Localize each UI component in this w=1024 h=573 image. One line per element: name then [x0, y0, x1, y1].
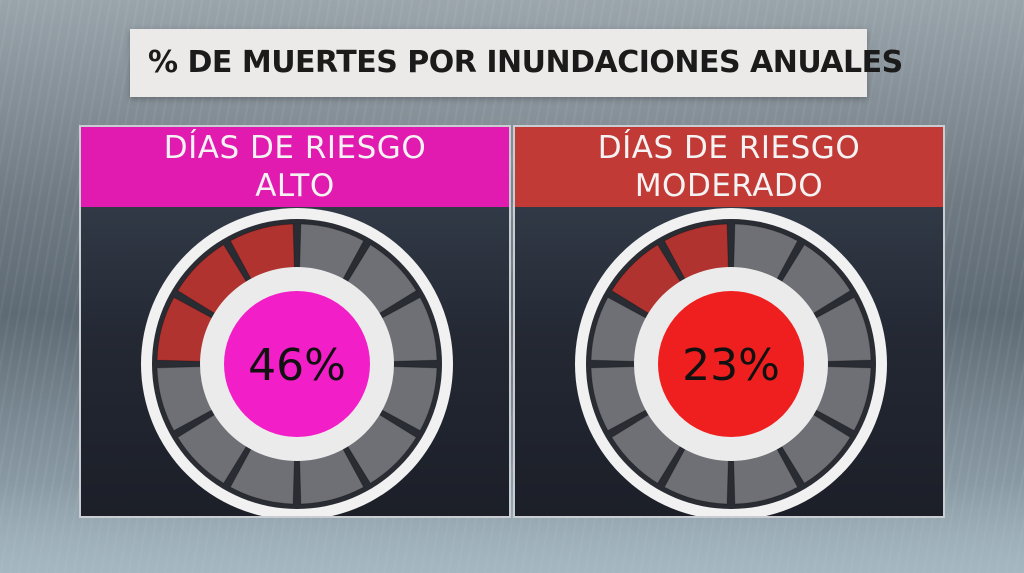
panel-title-line-1: DÍAS DE RIESGO: [597, 130, 861, 166]
panel-header-high-risk: DÍAS DE RIESGO ALTO: [81, 127, 509, 207]
panel-title-line-2: MODERADO: [634, 168, 824, 204]
panel-header-moderate-risk: DÍAS DE RIESGO MODERADO: [515, 127, 943, 207]
gauge-center: [224, 291, 370, 437]
page-title: % DE MUERTES POR INUNDACIONES ANUALES: [148, 45, 903, 80]
panel-high-risk: DÍAS DE RIESGO ALTO 46%: [79, 125, 511, 518]
gauge-moderate-risk: 23%: [575, 208, 887, 516]
gauge-high-risk: 46%: [141, 208, 453, 516]
title-banner: % DE MUERTES POR INUNDACIONES ANUALES: [130, 29, 903, 97]
panel-title-line-1: DÍAS DE RIESGO: [163, 130, 427, 166]
panel-title-line-2: ALTO: [255, 168, 335, 204]
gauge-center: [658, 291, 804, 437]
gauge-value-label: 46%: [248, 340, 346, 391]
panel-moderate-risk: DÍAS DE RIESGO MODERADO 23%: [513, 125, 945, 518]
gauge-value-label: 23%: [682, 340, 780, 391]
